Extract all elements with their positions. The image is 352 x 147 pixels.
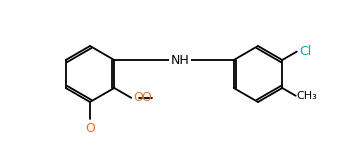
Text: Cl: Cl: [299, 45, 311, 58]
Text: CH₃: CH₃: [297, 91, 318, 101]
Text: O: O: [85, 122, 95, 135]
Text: NH: NH: [171, 54, 189, 66]
Text: O: O: [141, 91, 151, 104]
Text: O: O: [133, 91, 143, 104]
